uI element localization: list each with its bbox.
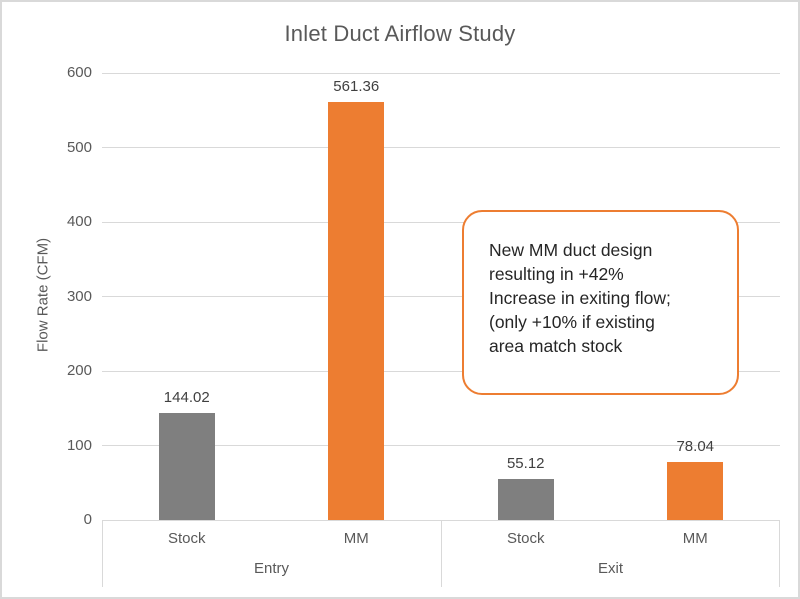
category-axis-divider (441, 521, 442, 587)
gridline-400 (102, 221, 780, 223)
category-label-exit-stock: Stock (506, 530, 545, 547)
category-label-exit-mm: MM (682, 530, 708, 547)
data-label-entry-stock: 144.02 (163, 388, 210, 406)
annotation-text: New MM duct design resulting in +42% Inc… (489, 240, 671, 356)
chart-title: Inlet Duct Airflow Study (284, 21, 516, 46)
y-tick-label-300: 300 (66, 287, 92, 305)
data-label-entry-mm: 561.36 (333, 77, 380, 95)
gridline-200 (102, 370, 780, 372)
category-axis-divider (102, 521, 103, 587)
gridline-300 (102, 296, 780, 297)
plot-area: 144.02 561.36 55.12 78.04 (102, 72, 780, 520)
category-label-entry-mm: MM (343, 530, 369, 547)
y-tick-label-600: 600 (66, 64, 92, 81)
y-tick-label-200: 200 (66, 362, 92, 379)
y-tick-label-500: 500 (66, 138, 92, 156)
gridline-100 (102, 445, 780, 446)
y-tick-label-400: 400 (66, 213, 92, 230)
gridline-600 (102, 72, 780, 74)
group-label-exit: Exit (597, 560, 623, 577)
y-tick-label-100: 100 (66, 436, 92, 454)
bar-exit-mm (667, 461, 724, 520)
group-label-entry: Entry (253, 560, 289, 577)
bar-exit-stock (497, 478, 554, 520)
gridline-500 (102, 147, 780, 148)
bar-entry-stock (158, 412, 215, 520)
category-axis: Stock MM Entry Stock MM Exit (102, 520, 780, 587)
data-label-exit-mm: 78.04 (676, 437, 715, 455)
category-axis-divider (779, 521, 780, 587)
y-tick-label-0: 0 (83, 511, 92, 528)
annotation-callout: New MM duct design resulting in +42% Inc… (462, 210, 739, 395)
category-label-entry-stock: Stock (167, 530, 206, 547)
bar-entry-mm (328, 101, 385, 520)
data-label-exit-stock: 55.12 (506, 454, 545, 472)
